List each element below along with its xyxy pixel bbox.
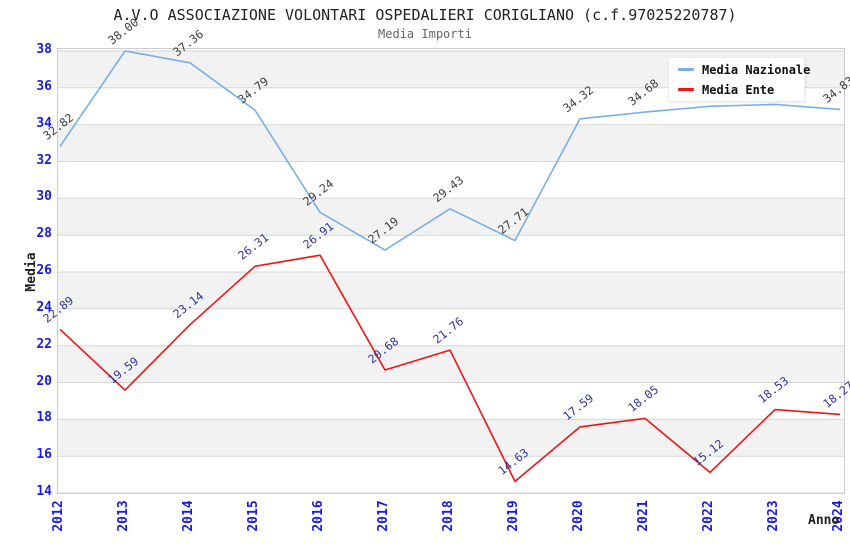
legend-swatch-icon xyxy=(678,88,694,91)
y-tick-label: 32 xyxy=(36,152,52,168)
y-tick-label: 34 xyxy=(36,115,52,131)
data-label: 21.76 xyxy=(430,314,466,346)
y-tick-label: 20 xyxy=(36,373,52,389)
data-label: 18.05 xyxy=(625,382,661,414)
x-tick-label: 2021 xyxy=(636,500,651,532)
plot-area: 32.82 38.00 37.36 34.79 29.24 27.19 29.43 27.71… xyxy=(40,15,850,494)
chart-subtitle: Media Importi xyxy=(378,27,472,41)
y-tick-label: 26 xyxy=(36,263,52,278)
x-tick-label: 2018 xyxy=(441,500,456,532)
x-axis-title: Anno xyxy=(808,513,840,528)
legend: Media Nazionale Media Ente xyxy=(668,57,810,102)
x-tick-label: 2020 xyxy=(571,500,586,532)
x-tick-label: 2013 xyxy=(116,500,131,532)
y-tick-label: 38 xyxy=(36,42,52,57)
grid-band xyxy=(58,419,844,457)
grid-band xyxy=(58,124,844,162)
y-tick-label: 22 xyxy=(36,336,52,352)
y-tick-label: 30 xyxy=(36,189,52,205)
y-tick-label: 18 xyxy=(36,410,52,426)
legend-label: Media Ente xyxy=(702,82,775,97)
x-tick-label: 2015 xyxy=(246,500,261,532)
x-tick-label: 2022 xyxy=(701,500,716,532)
x-tick-label: 2012 xyxy=(51,500,66,532)
grid-band xyxy=(58,198,844,236)
y-tick-label: 16 xyxy=(36,447,52,463)
legend-item: Media Ente xyxy=(669,83,804,97)
series-line-media-ente xyxy=(59,254,841,483)
x-tick-label: 2023 xyxy=(766,500,781,532)
x-tick-label: 2017 xyxy=(376,500,391,532)
y-tick-label: 14 xyxy=(36,484,52,499)
data-label: 17.59 xyxy=(560,391,596,423)
legend-label: Media Nazionale xyxy=(702,62,811,77)
x-tick-label: 2019 xyxy=(506,500,521,532)
legend-item: Media Nazionale xyxy=(669,63,810,77)
y-tick-label: 24 xyxy=(36,299,52,315)
series-line-media-nazionale xyxy=(59,50,841,251)
y-tick-label: 28 xyxy=(36,226,52,242)
y-tick-label: 36 xyxy=(36,78,52,94)
chart-title: A.V.O ASSOCIAZIONE VOLONTARI OSPEDALIERI… xyxy=(113,6,737,24)
data-label: 18.27 xyxy=(820,378,850,410)
legend-swatch-icon xyxy=(678,68,694,71)
grid-band xyxy=(58,272,844,309)
x-tick-label: 2016 xyxy=(311,500,326,532)
x-tick-label: 2014 xyxy=(181,500,196,532)
